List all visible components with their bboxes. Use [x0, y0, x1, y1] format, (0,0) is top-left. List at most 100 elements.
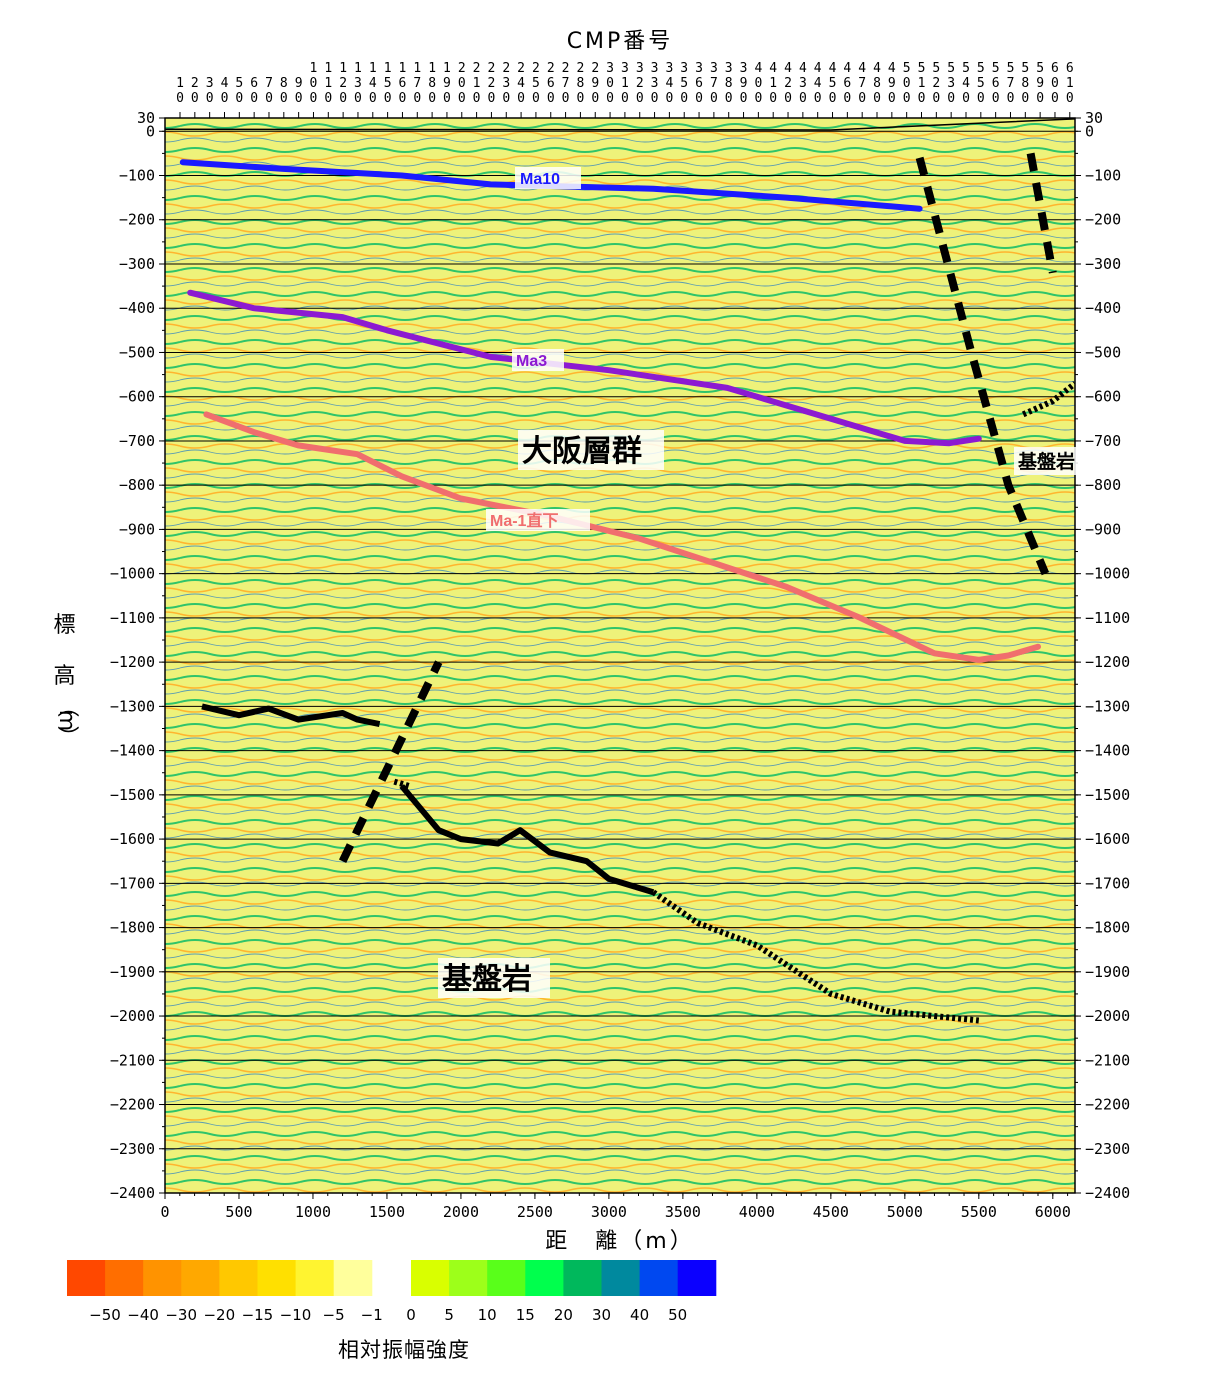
basement-top-inferred-line	[651, 889, 980, 1024]
colorbar-swatch-negative	[295, 1260, 335, 1296]
cmp-tick-label: 3	[740, 61, 748, 76]
basement-right-label: 基盤岩	[1017, 450, 1075, 473]
colorbar-swatch-negative	[257, 1260, 297, 1296]
y-tick-label-right: −200	[1085, 211, 1121, 229]
cmp-tick-label: 3	[651, 61, 659, 76]
cmp-tick-label: 0	[754, 76, 762, 91]
cmp-tick-label: 4	[873, 61, 881, 76]
cmp-tick-label: 4	[769, 61, 777, 76]
cmp-tick-label: 0	[665, 91, 673, 106]
cmp-tick-label: 0	[280, 91, 288, 106]
cmp-tick-label: 4	[814, 61, 822, 76]
cmp-tick-label: 1	[428, 61, 436, 76]
plot-frame	[164, 117, 1076, 1194]
cmp-tick-label: 4	[665, 76, 673, 91]
colorbar-label-negative: −30	[165, 1306, 197, 1324]
cmp-tick-label: 2	[547, 61, 555, 76]
cmp-tick-label: 0	[903, 91, 911, 106]
cmp-tick-label: 5	[1036, 61, 1044, 76]
cmp-tick-label: 1	[621, 76, 629, 91]
cmp-tick-label: 4	[799, 61, 807, 76]
y-title-char-3: m	[54, 710, 79, 734]
cmp-tick-label: 5	[977, 76, 985, 91]
colorbar-label-negative: −10	[280, 1306, 312, 1324]
x-tick-label: 1000	[295, 1203, 331, 1221]
y-tick-label: −700	[119, 432, 155, 450]
colorbar-swatch-negative	[67, 1260, 106, 1296]
cmp-tick-label: 9	[740, 76, 748, 91]
cmp-tick-label: 0	[947, 91, 955, 106]
cmp-tick-label: 0	[754, 91, 762, 106]
x-tick-label: 3000	[591, 1203, 627, 1221]
colorbar-swatch-positive	[563, 1260, 602, 1296]
cmp-tick-label: 0	[428, 91, 436, 106]
y-tick-label: −1000	[110, 565, 155, 583]
cmp-tick-label: 0	[651, 91, 659, 106]
y-tick-label: −1700	[110, 874, 155, 892]
ma3-label: Ma3	[516, 353, 547, 370]
axes: 30 300 0−100 −100−200 −200−300 −300−400 −400−5…	[110, 61, 1130, 1221]
cmp-tick-label: 0	[606, 76, 614, 91]
cmp-tick-label: 0	[517, 91, 525, 106]
cmp-tick-label: 2	[532, 61, 540, 76]
cmp-tick-label: 5	[384, 76, 392, 91]
cmp-tick-label: 0	[1051, 76, 1059, 91]
basement-top-line	[201, 703, 381, 728]
cmp-tick-label: 1	[339, 61, 347, 76]
cmp-tick-label: 0	[399, 91, 407, 106]
y-tick-label: 30	[137, 109, 155, 127]
y-tick-label: −2300	[110, 1140, 155, 1158]
y-tick-label-right: 0	[1085, 122, 1094, 140]
colorbar-swatch-positive	[639, 1260, 679, 1296]
cmp-tick-label: 4	[517, 76, 525, 91]
cmp-tick-label: 4	[962, 76, 970, 91]
y-tick-label-right: −1000	[1085, 565, 1130, 583]
cmp-tick-label: 9	[1036, 76, 1044, 91]
y-tick-label: −2400	[110, 1184, 155, 1202]
y-tick-label-right: −2300	[1085, 1140, 1130, 1158]
cmp-tick-label: 0	[502, 91, 510, 106]
x-tick-label: 0	[160, 1203, 169, 1221]
y-tick-label: −1900	[110, 963, 155, 981]
cmp-tick-label: 0	[576, 91, 584, 106]
y-tick-label: −600	[119, 388, 155, 406]
colorbar-label-positive: 5	[444, 1306, 454, 1324]
cmp-tick-label: 2	[502, 61, 510, 76]
ma10-label: Ma10	[520, 171, 560, 188]
cmp-tick-label: 9	[443, 76, 451, 91]
colorbar: −50 −40 −30 −20 −15 −10 −5 −1 0 5 10 15 20 30 40 50	[67, 1260, 717, 1324]
y-tick-label: −900	[119, 520, 155, 538]
cmp-tick-label: 0	[250, 91, 258, 106]
cmp-tick-label: 6	[547, 76, 555, 91]
cmp-tick-label: 0	[888, 91, 896, 106]
x-tick-label: 1500	[369, 1203, 405, 1221]
cmp-tick-label: 9	[888, 76, 896, 91]
cmp-tick-label: 2	[562, 61, 570, 76]
cmp-tick-label: 3	[665, 61, 673, 76]
cmp-tick-label: 3	[695, 61, 703, 76]
colorbar-swatch-negative	[143, 1260, 182, 1296]
colorbar-swatch-positive	[601, 1260, 641, 1296]
y-tick-label: −1600	[110, 830, 155, 848]
cmp-tick-label: 0	[443, 91, 451, 106]
colorbar-swatch-negative	[219, 1260, 258, 1296]
y-tick-label-right: −2200	[1085, 1096, 1130, 1114]
cmp-tick-label: 0	[977, 91, 985, 106]
colorbar-label-negative: −40	[127, 1306, 159, 1324]
y-tick-label: −1500	[110, 786, 155, 804]
x-tick-label: 2500	[517, 1203, 553, 1221]
cmp-tick-label: 4	[843, 61, 851, 76]
cmp-tick-label: 1	[384, 61, 392, 76]
y-tick-label: −400	[119, 299, 155, 317]
cmp-tick-label: 2	[591, 61, 599, 76]
cmp-tick-label: 3	[799, 76, 807, 91]
y-tick-label: −1100	[110, 609, 155, 627]
cmp-tick-label: 3	[606, 61, 614, 76]
y-tick-label: −500	[119, 343, 155, 361]
cmp-tick-label: 0	[473, 91, 481, 106]
y-tick-label: −100	[119, 167, 155, 185]
ma-1-label: Ma-1直下	[490, 511, 558, 530]
cmp-tick-label: 0	[695, 91, 703, 106]
cmp-tick-label: 0	[488, 91, 496, 106]
